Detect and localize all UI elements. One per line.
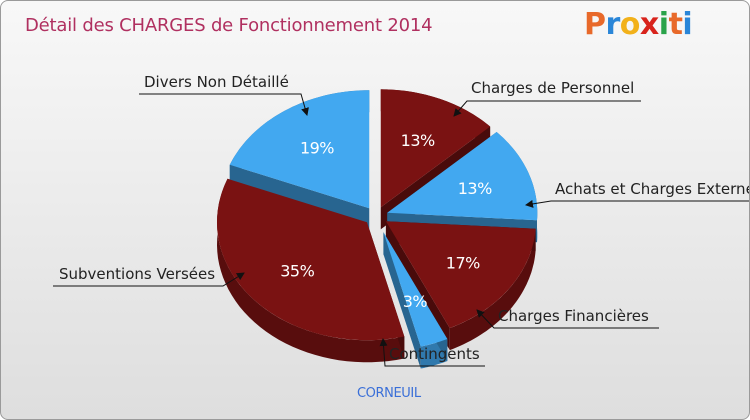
logo-letter: o: [619, 7, 641, 42]
logo-letter: t: [668, 7, 683, 42]
logo-letter: r: [605, 7, 621, 42]
leader-line: [453, 100, 641, 117]
slice-percent-label: 13%: [458, 179, 492, 198]
leader-line: [476, 309, 659, 329]
logo-letter: i: [658, 7, 669, 42]
leader-line: [379, 338, 485, 367]
logo-letter: i: [682, 7, 693, 42]
logo-letter: x: [639, 7, 659, 42]
slice-category-label: Divers Non Détaillé: [144, 73, 289, 91]
slice-category-label: Contingents: [389, 345, 480, 363]
slice-percent-label: 19%: [300, 139, 334, 158]
slice-percent-label: 17%: [446, 253, 480, 272]
leader-line: [53, 272, 245, 287]
slice-percent-label: 35%: [280, 262, 314, 281]
pie-slice[interactable]: [383, 232, 448, 347]
pie-slice-side: [449, 228, 536, 351]
pie-slice-edge: [383, 232, 421, 369]
commune-label: CORNEUIL: [357, 386, 421, 401]
pie-slice[interactable]: [229, 90, 370, 209]
slice-category-label: Achats et Charges Externes: [555, 180, 750, 198]
leader-line: [525, 199, 749, 208]
pie-slice[interactable]: [387, 132, 538, 221]
pie-slice-side: [217, 178, 405, 363]
chart-title: Détail des CHARGES de Fonctionnement 201…: [25, 15, 433, 36]
slice-percent-label: 13%: [401, 131, 435, 150]
slice-category-label: Charges Financières: [498, 307, 649, 325]
logo-letter: P: [584, 7, 606, 42]
slice-category-label: Subventions Versées: [59, 265, 215, 283]
slice-percent-label: 3%: [403, 292, 428, 311]
pie-slice[interactable]: [216, 178, 405, 341]
proxiti-logo[interactable]: Proxiti: [584, 7, 693, 42]
pie-slice[interactable]: [385, 221, 536, 329]
slice-category-label: Charges de Personnel: [471, 79, 634, 97]
pie-slice[interactable]: [380, 89, 491, 208]
leader-line: [139, 93, 309, 116]
